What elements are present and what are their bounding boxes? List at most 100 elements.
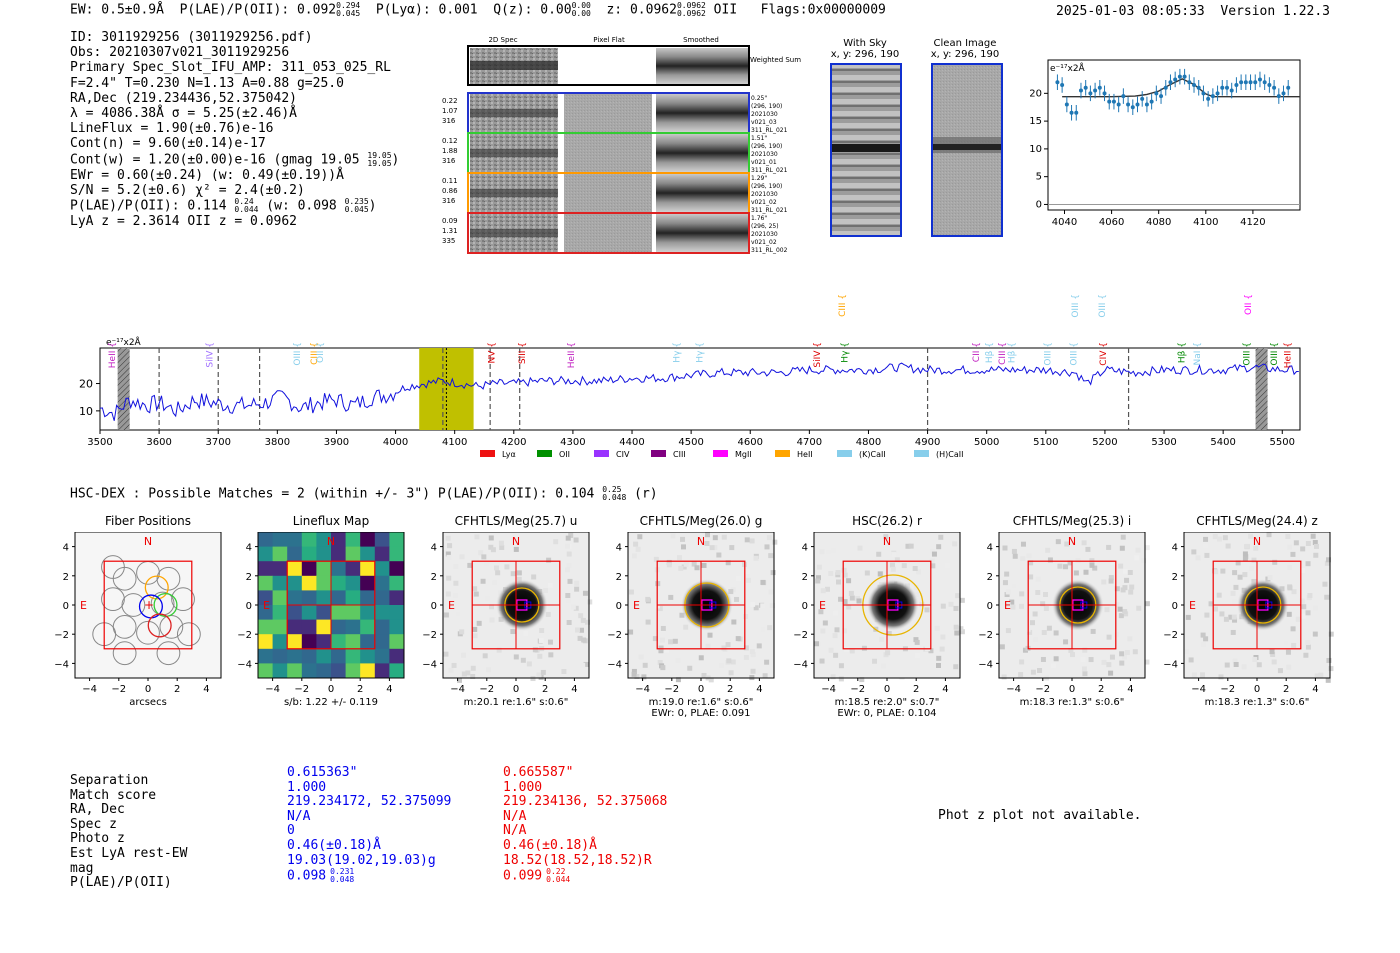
noise-pixel bbox=[849, 648, 855, 654]
noise-pixel bbox=[694, 565, 700, 571]
panel-title: CFHTLS/Meg(25.3) i bbox=[1012, 514, 1132, 528]
panel-ytick-label: −2 bbox=[1163, 630, 1178, 641]
panel-xtick-label: 0 bbox=[884, 684, 890, 695]
noise-pixel bbox=[1253, 545, 1259, 551]
noise-pixel bbox=[824, 586, 830, 592]
noise-pixel bbox=[443, 651, 449, 657]
noise-pixel bbox=[553, 539, 559, 545]
noise-pixel bbox=[657, 606, 663, 612]
noise-pixel bbox=[1043, 591, 1049, 597]
match-field-value: 219.234136, 52.375068 bbox=[503, 794, 668, 810]
noise-pixel bbox=[848, 590, 854, 596]
panel-xtick-label: 4 bbox=[571, 684, 577, 695]
noise-pixel bbox=[1287, 565, 1293, 571]
noise-pixel bbox=[719, 662, 725, 668]
noise-pixel bbox=[445, 551, 451, 557]
flux-cell bbox=[331, 575, 347, 591]
noise-pixel bbox=[1063, 564, 1069, 570]
noise-pixel bbox=[532, 647, 538, 653]
noise-pixel bbox=[886, 631, 892, 637]
noise-pixel bbox=[841, 567, 847, 573]
noise-pixel bbox=[445, 535, 451, 541]
flux-cell bbox=[301, 634, 317, 650]
panel-ytick-label: −2 bbox=[54, 630, 69, 641]
spectrum-line-label: OII { bbox=[1244, 294, 1254, 315]
panel-caption: m:20.1 re:1.6" s:0.6" bbox=[423, 697, 609, 708]
noise-pixel bbox=[1144, 601, 1150, 607]
noise-pixel bbox=[760, 603, 766, 609]
flux-cell bbox=[301, 648, 317, 664]
cutout-stat: 316 bbox=[442, 157, 456, 165]
noise-pixel bbox=[1005, 628, 1011, 634]
zoom-data-point bbox=[1088, 91, 1093, 96]
noise-pixel bbox=[940, 634, 946, 640]
noise-pixel bbox=[958, 626, 964, 632]
noise-pixel bbox=[1057, 563, 1063, 569]
noise-pixel bbox=[1122, 654, 1128, 660]
noise-pixel bbox=[567, 578, 573, 584]
noise-pixel bbox=[750, 601, 756, 607]
flux-cell bbox=[331, 605, 347, 621]
legend-label: Lyα bbox=[502, 450, 516, 459]
spectrum-ytick-label: 20 bbox=[79, 378, 93, 391]
noise-pixel bbox=[744, 537, 750, 543]
cutout-frame bbox=[467, 212, 750, 254]
zoom-data-point bbox=[1116, 102, 1121, 107]
flux-cell bbox=[389, 634, 405, 650]
flux-cell bbox=[272, 575, 288, 591]
spectrum-line-label: OIII { bbox=[293, 342, 303, 366]
panel-xtick-label: −4 bbox=[265, 684, 280, 695]
fiber-circle bbox=[156, 641, 181, 666]
noise-pixel bbox=[1293, 540, 1299, 546]
noise-pixel bbox=[949, 539, 955, 545]
legend-label: CIV bbox=[616, 450, 630, 459]
panel-xtick-label: 4 bbox=[942, 684, 948, 695]
noise-pixel bbox=[1233, 662, 1239, 668]
fiber-circle bbox=[176, 622, 201, 647]
flux-cell bbox=[258, 590, 274, 606]
cutout-meta: (296, 190) bbox=[751, 143, 782, 150]
fiber-circle bbox=[112, 641, 137, 666]
noise-pixel bbox=[1082, 671, 1088, 677]
noise-pixel bbox=[930, 563, 936, 569]
flux-cell bbox=[345, 605, 361, 621]
noise-pixel bbox=[1212, 534, 1218, 540]
cutout-col-title: 2D Spec bbox=[488, 36, 517, 44]
hsc-dex-title: HSC-DEX : Possible Matches = 2 (within +… bbox=[70, 486, 658, 502]
flux-cell bbox=[316, 634, 332, 650]
noise-pixel bbox=[1322, 581, 1328, 587]
noise-pixel bbox=[908, 543, 914, 549]
noise-pixel bbox=[835, 579, 841, 585]
photz-message: Phot z plot not available. bbox=[938, 808, 1142, 823]
noise-pixel bbox=[634, 674, 640, 680]
noise-pixel bbox=[725, 642, 731, 648]
panel-xtick-label: 0 bbox=[1254, 684, 1260, 695]
flux-cell bbox=[374, 634, 390, 650]
noise-pixel bbox=[1001, 674, 1007, 680]
panel-ytick-label: 4 bbox=[431, 543, 437, 554]
panel-xlabel: m:20.1 re:1.6" s:0.6" bbox=[463, 697, 569, 708]
spectrum-xtick-label: 4700 bbox=[797, 437, 822, 448]
zoom-data-point bbox=[1192, 83, 1197, 87]
east-marker: E bbox=[1004, 599, 1011, 612]
header-plae: P(LAE)/P(OII): 0.092 bbox=[179, 2, 337, 18]
noise-pixel bbox=[1053, 656, 1059, 662]
svg-text:Hβ {: Hβ { bbox=[1008, 342, 1018, 363]
noise-pixel bbox=[672, 638, 678, 644]
noise-pixel bbox=[1290, 551, 1296, 557]
noise-pixel bbox=[1019, 659, 1025, 665]
info-ewr: EWr = 0.60(±0.24) (w: 0.49(±0.19))Å bbox=[70, 167, 344, 183]
noise-pixel bbox=[472, 633, 478, 639]
noise-pixel bbox=[660, 665, 666, 671]
noise-pixel bbox=[1106, 662, 1112, 668]
flux-cell bbox=[389, 575, 405, 591]
flux-cell bbox=[389, 532, 405, 548]
flux-cell bbox=[316, 561, 332, 577]
noise-pixel bbox=[1305, 541, 1311, 547]
noise-pixel bbox=[1200, 672, 1206, 678]
noise-pixel bbox=[820, 628, 826, 634]
flux-cell bbox=[301, 575, 317, 591]
noise-pixel bbox=[1232, 658, 1238, 664]
with-sky-title: With Sky bbox=[843, 38, 887, 49]
flux-cell bbox=[345, 546, 361, 562]
